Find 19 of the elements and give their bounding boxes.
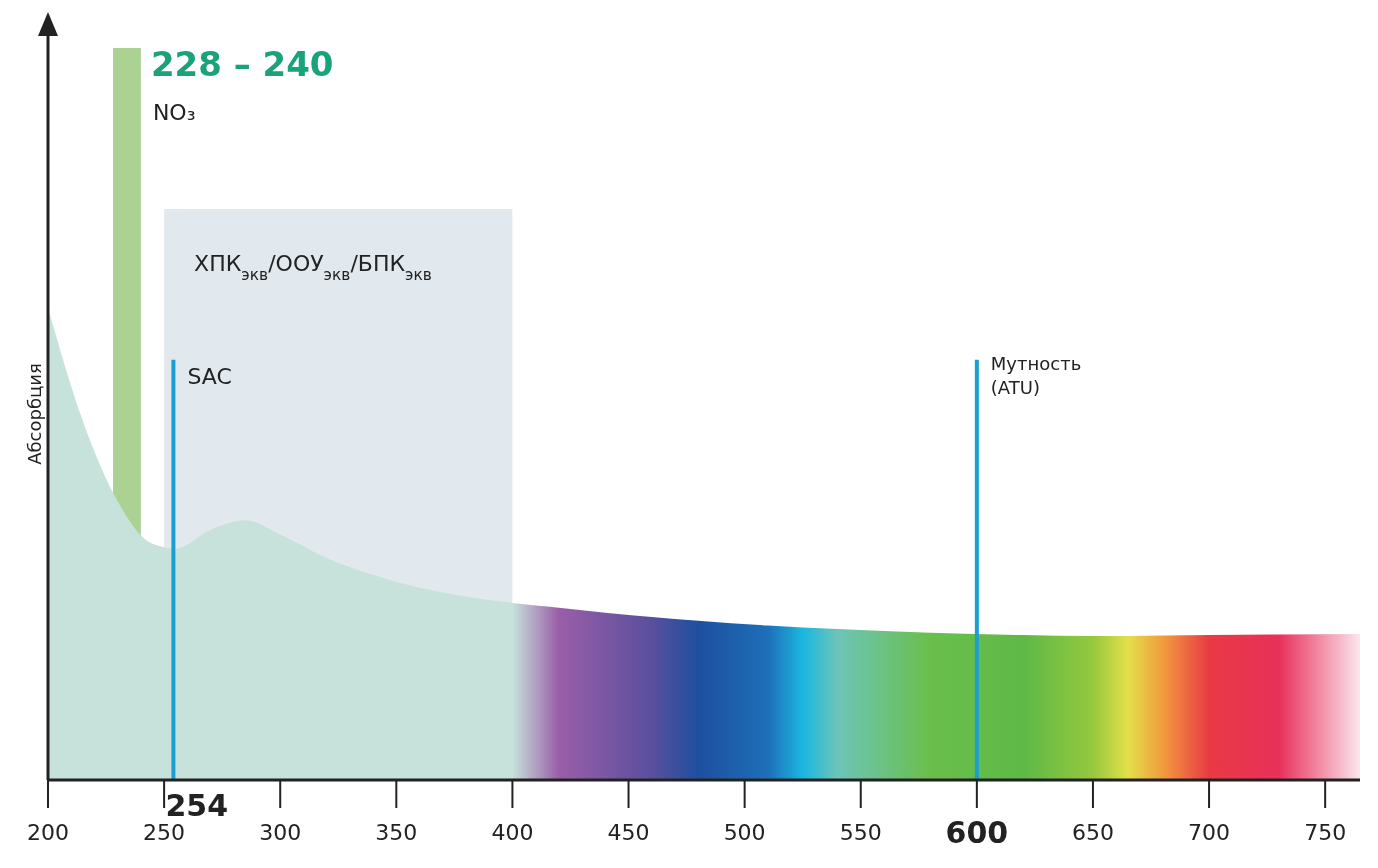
ref-line-label: SAC — [187, 363, 232, 389]
band-label: ХПК$_{экв}$/ООУ$_{экв}$/БПК$_{экв}$ — [194, 251, 432, 285]
ref-line-label: Мутность (ATU) — [990, 352, 1082, 398]
x-tick-label: 550 — [839, 820, 882, 845]
x-tick-label: 700 — [1188, 820, 1231, 845]
x-tick-label: 200 — [27, 820, 69, 845]
text: 254 — [165, 788, 229, 823]
band-label: 228 – 240 — [150, 44, 334, 84]
y-axis-title: Абсорбция — [24, 363, 45, 465]
x-tick-label: 650 — [1071, 820, 1114, 845]
x-tick-label: 450 — [607, 820, 650, 845]
x-tick-label: 750 — [1304, 820, 1347, 845]
x-tick-label: 500 — [723, 820, 766, 845]
x-tick-label: 350 — [375, 820, 418, 845]
x-tick-label: 250 — [143, 820, 186, 845]
text: NO₃ — [152, 100, 196, 125]
x-tick-label: 300 — [259, 820, 302, 845]
x-tick-label: 600 — [945, 814, 1009, 850]
x-tick-label: 400 — [491, 820, 534, 845]
